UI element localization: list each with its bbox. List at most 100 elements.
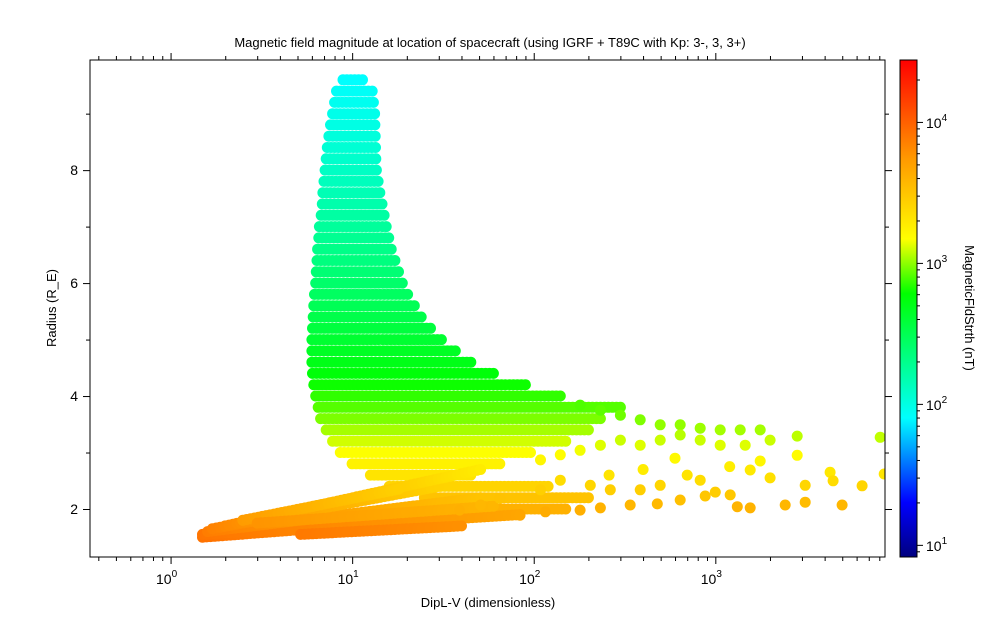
data-point	[374, 187, 386, 199]
data-point	[560, 503, 572, 515]
data-point	[827, 475, 839, 487]
data-point	[604, 484, 616, 496]
data-point	[714, 424, 726, 436]
data-point	[754, 424, 766, 436]
data-point	[393, 483, 404, 495]
data-point	[654, 419, 666, 431]
data-point	[669, 452, 681, 464]
data-point	[594, 404, 606, 416]
data-point	[594, 413, 606, 425]
data-point	[614, 409, 626, 421]
data-point	[396, 277, 408, 289]
data-point	[449, 345, 461, 357]
data-point	[799, 479, 811, 491]
data-point	[764, 434, 776, 446]
data-point	[370, 142, 381, 153]
data-point	[724, 489, 736, 501]
data-point	[594, 439, 606, 451]
data-point	[535, 484, 546, 496]
data-point	[369, 119, 381, 131]
data-point	[465, 356, 477, 368]
data-point	[415, 311, 427, 323]
x-tick-label: 102	[519, 569, 541, 587]
data-point	[494, 458, 506, 470]
data-point	[603, 469, 615, 481]
data-point	[380, 221, 392, 233]
data-point	[791, 449, 803, 461]
data-point	[402, 288, 414, 300]
colorbar-tick-label: 104	[926, 113, 948, 131]
data-point	[594, 502, 606, 514]
x-tick-label: 103	[701, 569, 723, 587]
data-point	[744, 464, 756, 476]
data-point	[378, 209, 390, 221]
data-point	[389, 255, 401, 266]
data-point	[393, 266, 404, 278]
data-point	[475, 499, 487, 511]
colorbar-tick-label: 101	[926, 536, 948, 554]
y-tick-label: 4	[70, 388, 78, 404]
colorbar-label: MagneticFldStrth (nT)	[962, 245, 977, 371]
data-point	[694, 434, 706, 446]
data-point	[383, 232, 395, 244]
data-point	[856, 480, 868, 492]
data-point	[372, 175, 384, 187]
colorbar-tick-label: 103	[926, 254, 948, 272]
data-point	[744, 502, 756, 514]
data-point	[791, 430, 803, 442]
plot-frame	[89, 59, 886, 558]
data-point	[779, 499, 791, 511]
data-point	[554, 474, 566, 486]
data-point	[554, 390, 566, 402]
data-point	[694, 422, 706, 434]
data-point	[574, 399, 586, 411]
data-point	[370, 164, 382, 176]
data-point	[385, 243, 397, 255]
data-point	[494, 492, 506, 504]
data-point	[525, 447, 536, 458]
axes: 100 101 102 103 2 4 6 8	[70, 53, 892, 587]
data-point	[674, 494, 686, 506]
x-axis-label: DipL-V (dimensionless)	[421, 595, 555, 610]
data-point	[456, 520, 467, 532]
data-point	[731, 501, 743, 513]
x-tick-label: 101	[338, 569, 360, 587]
data-point	[799, 496, 811, 508]
data-point	[724, 461, 736, 473]
colorbar-axis: 101 102 103 104	[917, 79, 948, 554]
data-point	[357, 74, 368, 86]
data-point	[425, 322, 436, 334]
data-point	[560, 435, 572, 447]
data-point	[654, 479, 666, 491]
y-axis-label: Radius (R_E)	[44, 269, 59, 347]
data-point	[584, 479, 596, 491]
colorbar-tick-label: 102	[926, 395, 948, 413]
data-point	[614, 401, 626, 413]
data-point	[574, 504, 586, 516]
data-point	[674, 419, 686, 431]
data-point	[739, 439, 751, 451]
y-tick-label: 2	[70, 501, 78, 517]
data-point	[694, 474, 706, 486]
data-point	[435, 334, 447, 346]
data-point	[709, 486, 721, 498]
data-point	[554, 449, 566, 461]
data-point	[734, 424, 746, 436]
data-point	[654, 434, 666, 446]
data-point	[487, 500, 499, 512]
data-point	[624, 499, 636, 511]
data-point	[408, 300, 420, 312]
data-point	[699, 490, 711, 502]
data-point	[514, 509, 526, 521]
data-point	[519, 379, 531, 391]
data-point	[370, 153, 382, 165]
data-point	[874, 431, 885, 443]
data-point	[754, 455, 766, 467]
data-point	[367, 96, 379, 108]
data-point	[369, 108, 381, 120]
data-point	[824, 466, 836, 478]
data-point	[674, 429, 686, 441]
data-point	[582, 424, 594, 436]
data-point	[634, 439, 646, 451]
data-point	[681, 469, 693, 481]
